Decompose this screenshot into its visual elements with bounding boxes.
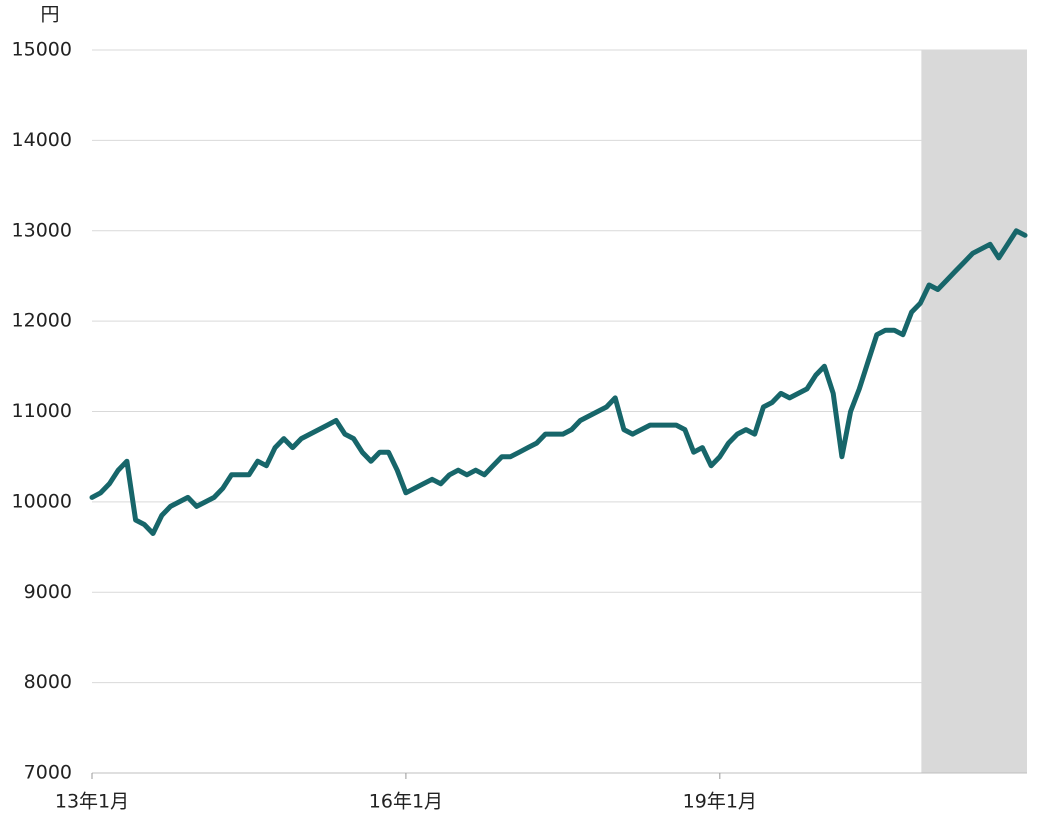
y-tick-label: 9000	[24, 581, 72, 603]
y-tick-label: 14000	[12, 129, 72, 151]
y-tick-label: 8000	[24, 671, 72, 693]
x-tick-label: 19年1月	[683, 791, 757, 813]
x-tick-label: 16年1月	[369, 791, 443, 813]
series-line	[89, 228, 1028, 536]
y-tick-label: 15000	[12, 39, 72, 61]
y-tick-label: 7000	[24, 762, 72, 784]
y-tick-label: 12000	[12, 310, 72, 332]
y-tick-label: 10000	[12, 490, 72, 512]
y-unit: 円	[40, 4, 59, 26]
y-tick-label: 13000	[12, 219, 72, 241]
x-tick-label: 13年1月	[55, 791, 129, 813]
y-tick-label: 11000	[12, 400, 72, 422]
